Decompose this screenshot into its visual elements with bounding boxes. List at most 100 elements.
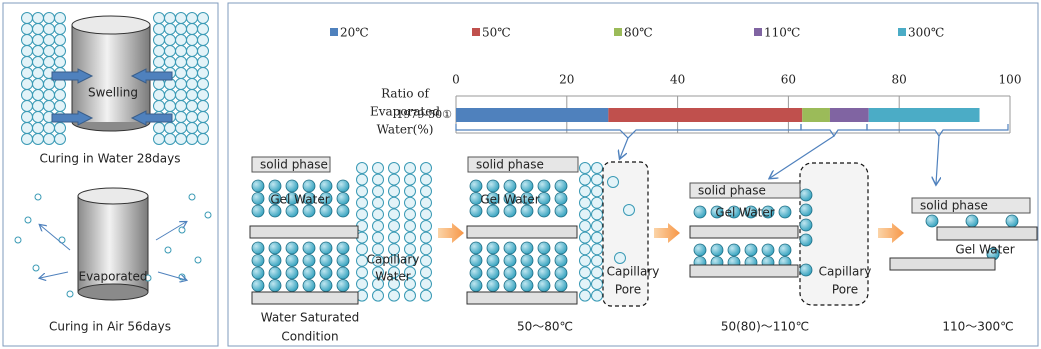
water-particle <box>176 90 187 101</box>
water-particle <box>154 46 165 57</box>
water-particle <box>198 24 209 35</box>
water-particle <box>165 134 176 145</box>
water-particle <box>373 232 384 243</box>
gel-particle <box>711 244 723 256</box>
gel-particle <box>555 193 567 205</box>
water-particle <box>592 279 603 290</box>
water-particle <box>373 186 384 197</box>
gel-particle <box>555 205 567 217</box>
water-particle <box>44 57 55 68</box>
water-particle <box>187 46 198 57</box>
water-particle <box>165 35 176 46</box>
solid-plate <box>890 258 995 270</box>
gel-particle <box>538 255 550 267</box>
gel-particle <box>926 215 938 227</box>
water-particle <box>176 134 187 145</box>
water-particle <box>33 134 44 145</box>
water-particle <box>357 163 368 174</box>
solid-plate <box>467 226 577 238</box>
water-particle <box>198 79 209 90</box>
gel-particle <box>555 255 567 267</box>
water-particle <box>580 267 591 278</box>
water-particle <box>165 24 176 35</box>
water-particle <box>405 221 416 232</box>
capillary-label: Capillary <box>819 265 872 279</box>
gel-particle <box>555 267 567 279</box>
water-particle <box>176 13 187 24</box>
gel-particle <box>538 280 550 292</box>
gel-particle <box>337 193 349 205</box>
water-particle <box>165 90 176 101</box>
gel-particle <box>745 244 757 256</box>
water-particle <box>357 174 368 185</box>
water-particle <box>421 279 432 290</box>
water-particle <box>154 24 165 35</box>
gel-particle <box>1006 215 1018 227</box>
water-particle <box>357 279 368 290</box>
stage-caption: 110～300℃ <box>942 320 1013 334</box>
water-particle <box>373 209 384 220</box>
cylinder-top <box>72 16 150 34</box>
water-particle <box>580 209 591 220</box>
water-particle <box>580 174 591 185</box>
water-particle <box>187 79 198 90</box>
water-particle <box>405 163 416 174</box>
gel-particle <box>521 180 533 192</box>
water-particle <box>357 267 368 278</box>
gel-particle <box>303 255 315 267</box>
gel-particle <box>487 205 499 217</box>
gel-particle <box>303 180 315 192</box>
gel-particle <box>779 206 791 218</box>
water-particle <box>176 112 187 123</box>
vapor <box>205 212 211 218</box>
bar-segment <box>802 108 830 122</box>
gel-particle <box>303 205 315 217</box>
gel-water-label: Gel Water <box>270 193 329 207</box>
water-particle <box>389 232 400 243</box>
water-particle <box>33 13 44 24</box>
legend-label: 20℃ <box>340 26 369 40</box>
brace <box>867 124 1008 136</box>
water-particle <box>165 57 176 68</box>
water-particle <box>580 232 591 243</box>
gel-particle <box>252 242 264 254</box>
water-particle <box>165 46 176 57</box>
gel-particle <box>728 244 740 256</box>
water-particle <box>421 197 432 208</box>
gel-particle <box>521 267 533 279</box>
gel-particle <box>286 255 298 267</box>
vapor-arrow <box>40 225 70 250</box>
water-particle <box>198 46 209 57</box>
gel-particle <box>800 204 812 216</box>
water-particle <box>389 197 400 208</box>
water-particle <box>405 209 416 220</box>
legend-swatch <box>614 28 622 36</box>
vapor <box>165 247 171 253</box>
water-particle <box>421 267 432 278</box>
water-particle <box>580 279 591 290</box>
legend-label: 80℃ <box>624 26 653 40</box>
process-arrow <box>438 223 464 243</box>
water-particle <box>22 101 33 112</box>
swelling-label: Swelling <box>88 86 138 100</box>
water-particle <box>176 57 187 68</box>
water-particle <box>421 186 432 197</box>
capillary-label: Capillary <box>607 265 660 279</box>
water-particle <box>592 186 603 197</box>
gel-water-label: Gel Water <box>955 243 1014 257</box>
water-particle <box>22 24 33 35</box>
water-particle <box>421 221 432 232</box>
gel-particle <box>470 242 482 254</box>
x-tick-label: 20 <box>559 73 574 87</box>
gel-particle <box>470 280 482 292</box>
water-particle <box>55 123 66 134</box>
water-particle <box>405 290 416 301</box>
water-particle <box>33 57 44 68</box>
water-particle <box>22 35 33 46</box>
gel-particle <box>694 244 706 256</box>
water-particle <box>55 134 66 145</box>
gel-particle <box>779 244 791 256</box>
vapor <box>15 237 21 243</box>
water-particle <box>176 35 187 46</box>
process-arrow <box>878 223 904 243</box>
